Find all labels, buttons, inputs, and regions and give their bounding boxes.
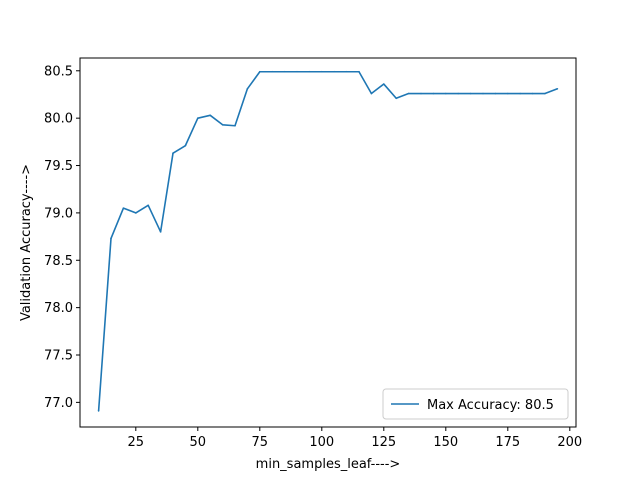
data-point (358, 70, 360, 73)
legend-label: Max Accuracy: 80.5 (427, 398, 554, 413)
x-tick-label: 175 (495, 435, 520, 450)
y-tick-label: 79.5 (44, 159, 73, 174)
data-point (345, 70, 348, 73)
data-point (110, 237, 112, 240)
x-tick-label: 25 (128, 435, 145, 450)
data-point (122, 207, 125, 209)
data-point (296, 70, 298, 73)
x-tick-label: 50 (190, 435, 207, 450)
data-point (333, 70, 336, 73)
series-line (97, 70, 558, 411)
data-point (184, 144, 187, 147)
data-point (407, 92, 410, 95)
data-point (494, 92, 497, 95)
data-point (482, 92, 484, 95)
data-point (469, 92, 472, 95)
data-point (544, 92, 546, 95)
y-tick-label: 79.0 (44, 206, 73, 221)
x-axis-label: min_samples_leaf----> (256, 457, 401, 472)
data-point (283, 70, 286, 73)
data-point (432, 92, 435, 95)
data-point (308, 70, 311, 73)
y-tick-label: 78.0 (44, 301, 73, 316)
y-axis: 77.0 77.5 78.0 78.5 79.0 79.5 80.0 80.5 (44, 64, 80, 411)
data-point (457, 92, 460, 95)
data-point (135, 212, 137, 214)
data-point (519, 92, 521, 95)
y-tick-label: 80.0 (44, 112, 73, 127)
data-point (259, 70, 261, 73)
y-axis-label: Validation Accuracy----> (19, 164, 34, 321)
data-point (197, 117, 199, 119)
data-point (97, 410, 100, 412)
data-point (395, 97, 398, 100)
y-tick-label: 80.5 (44, 64, 73, 79)
x-tick-label: 100 (309, 435, 334, 450)
data-point (234, 124, 236, 127)
x-tick-label: 125 (371, 435, 396, 450)
data-point (172, 152, 174, 155)
data-point (507, 92, 509, 95)
legend: Max Accuracy: 80.5 (382, 388, 569, 420)
y-tick-label: 77.5 (44, 349, 73, 364)
data-point (531, 92, 534, 95)
legend-box (382, 388, 569, 420)
data-point (321, 70, 323, 73)
data-point (445, 92, 447, 95)
y-tick-label: 77.0 (44, 396, 73, 411)
data-point (556, 87, 559, 90)
series-layer (97, 70, 559, 412)
data-point (420, 92, 422, 95)
axes-frame (79, 57, 577, 428)
data-point (147, 204, 149, 207)
data-point (271, 70, 274, 73)
data-point (370, 92, 373, 95)
data-point (159, 231, 162, 233)
data-point (221, 123, 224, 126)
x-tick-label: 200 (557, 435, 582, 450)
x-axis: 25 50 75 100 125 150 175 200 (128, 427, 582, 450)
data-point (383, 83, 385, 85)
y-tick-label: 78.5 (44, 254, 73, 269)
data-point (209, 114, 211, 117)
x-tick-label: 75 (252, 435, 269, 450)
data-point (246, 87, 249, 90)
x-tick-label: 150 (433, 435, 458, 450)
